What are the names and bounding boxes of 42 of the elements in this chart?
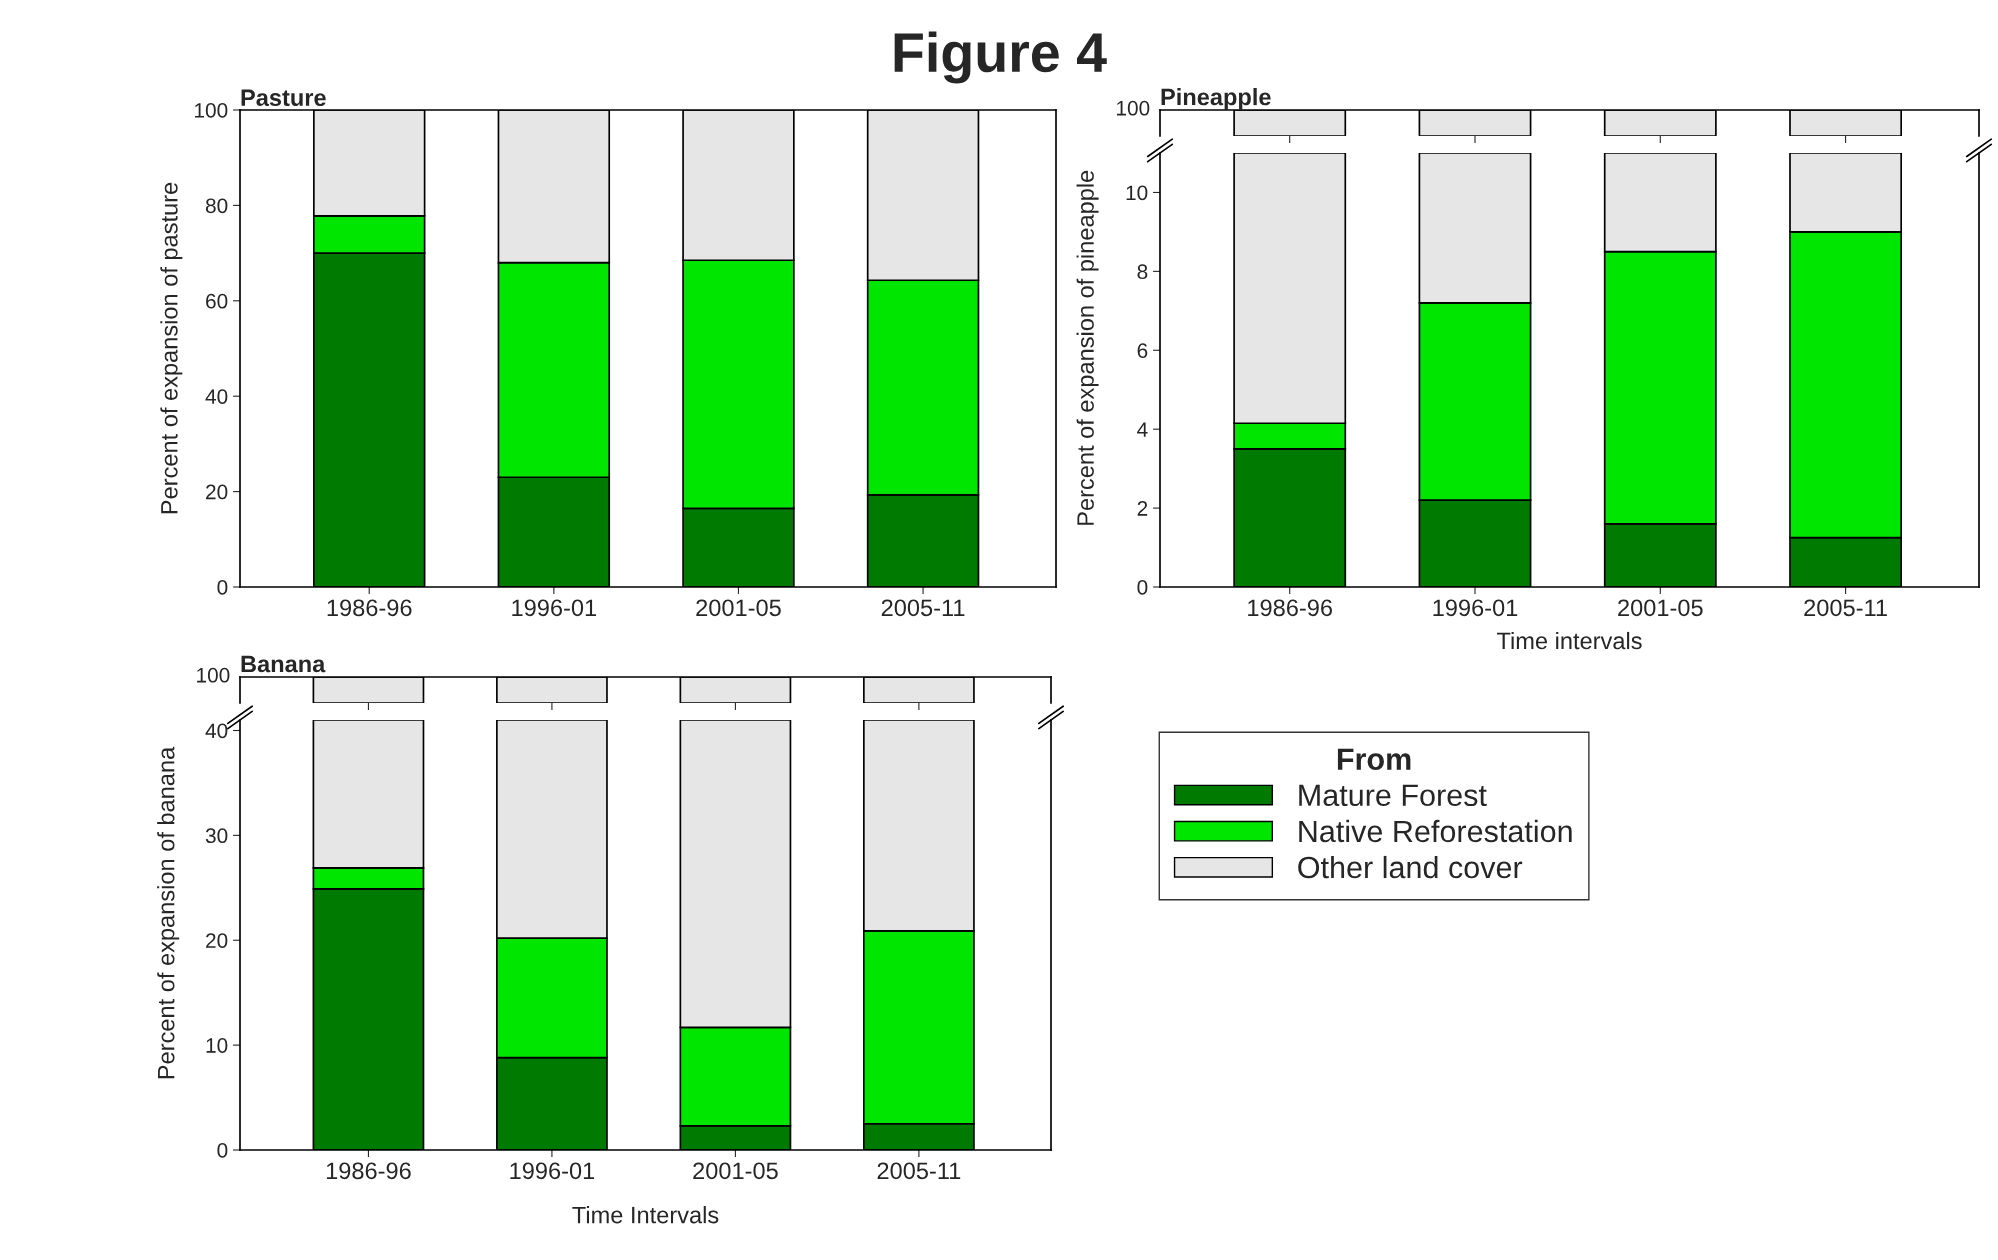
chart-title: Banana — [241, 655, 326, 673]
x-tick-label: 2005-11 — [1804, 599, 1887, 617]
y-tick-label: 10 — [1126, 185, 1148, 201]
x-tick-label: 2001-05 — [1618, 599, 1703, 617]
chart-title: Pineapple — [1161, 87, 1271, 110]
legend-title: From — [1337, 748, 1411, 770]
y-tick-label: 2 — [1137, 501, 1148, 516]
y-tick-label: 0 — [217, 580, 228, 595]
y-tick-label: 20 — [206, 933, 228, 948]
y-tick-label: 10 — [206, 1038, 228, 1053]
legend-label: Other land cover — [1298, 855, 1523, 879]
y-tick-label: 4 — [1137, 422, 1148, 437]
x-tick-label: 1986-96 — [326, 1162, 411, 1180]
text: Figure 4 — [894, 31, 1107, 84]
x-tick-label: 1996-01 — [510, 1162, 595, 1180]
x-tick-label: 2001-05 — [696, 599, 781, 617]
legend-label: Native Reforestation — [1299, 819, 1572, 843]
y-axis-title: Percent of expansion of banana — [157, 746, 180, 1079]
y-tick-label: 30 — [205, 828, 228, 844]
x-tick-label: 1996-01 — [1433, 599, 1518, 617]
y-tick-label: 80 — [205, 198, 228, 214]
x-tick-label: 2001-05 — [693, 1162, 778, 1180]
x-axis-title: Time Intervals — [572, 1206, 719, 1224]
y-tick-label: 40 — [205, 389, 228, 404]
y-tick-label: 60 — [206, 293, 228, 309]
x-tick-label: 1996-01 — [512, 599, 597, 617]
y-tick-label: 6 — [1137, 343, 1148, 359]
chart-title: Pasture — [241, 89, 326, 107]
y-tick-label: 8 — [1137, 264, 1148, 280]
y-tick-label: 100 — [195, 103, 228, 118]
y-axis-title: Percent of expansion of pineapple — [1076, 170, 1099, 525]
x-axis-title: Time intervals — [1497, 631, 1642, 650]
x-tick-label: 2005-11 — [877, 1162, 961, 1180]
y-axis-title: Percent of expansion of pasture — [160, 182, 183, 514]
y-tick-label: 0 — [217, 1143, 228, 1158]
legend-label: Mature Forest — [1299, 784, 1487, 807]
x-tick-label: 1986-96 — [1248, 599, 1332, 617]
x-tick-label: 2005-11 — [881, 599, 965, 617]
y-tick-label: 0 — [1137, 580, 1148, 595]
y-tick-label: 40 — [205, 723, 228, 739]
x-tick-label: 1986-96 — [327, 599, 412, 617]
y-tick-label: 20 — [206, 484, 228, 500]
